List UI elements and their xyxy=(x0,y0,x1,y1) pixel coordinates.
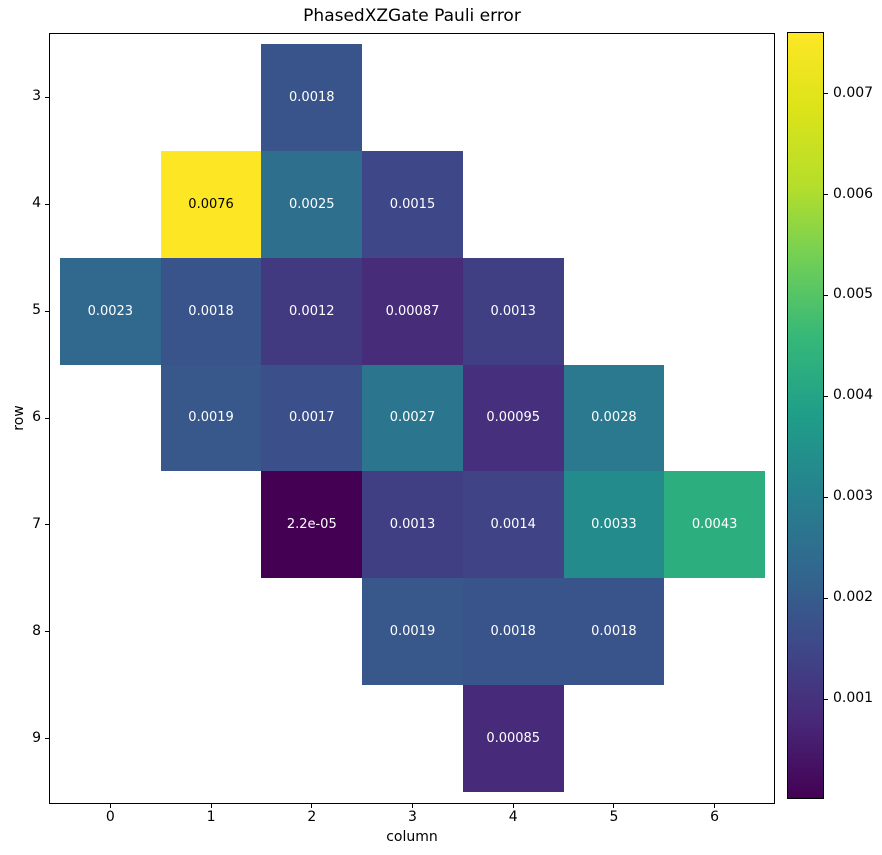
heatmap-cell: 0.00085 xyxy=(462,685,564,792)
colorbar-tick-mark xyxy=(824,294,828,296)
colorbar-tick-label: 0.001 xyxy=(833,690,874,707)
heatmap-cell: 0.0018 xyxy=(563,578,665,686)
x-tick-label: 5 xyxy=(609,809,619,825)
heatmap-cell: 0.0018 xyxy=(160,257,262,365)
x-tick-mark xyxy=(109,804,111,808)
colorbar-tick-label: 0.007 xyxy=(833,84,874,101)
x-tick-label: 2 xyxy=(307,809,317,825)
plot-area: 0.0018 0.0076 0.0025 0.0015 0.0023 0.0018 0.00… xyxy=(49,33,775,804)
y-tick-mark xyxy=(45,631,49,633)
x-tick-mark xyxy=(512,804,514,808)
x-tick-mark xyxy=(311,804,313,808)
heatmap-cell: 0.0018 xyxy=(462,578,564,686)
y-tick-label: 4 xyxy=(32,195,41,212)
heatmap-cell: 0.0076 xyxy=(160,150,262,258)
heatmap-cell: 0.00087 xyxy=(362,257,463,365)
heatmap-cell: 0.0028 xyxy=(563,364,665,472)
heatmap-cell: 0.0015 xyxy=(362,150,463,258)
y-tick-label: 5 xyxy=(32,302,41,319)
colorbar-tick-mark xyxy=(824,395,828,397)
y-tick-label: 6 xyxy=(32,409,41,425)
x-tick-label: 4 xyxy=(508,809,518,825)
heatmap-cell: 0.0017 xyxy=(261,364,363,472)
y-tick-mark xyxy=(45,738,49,740)
y-tick-label: 8 xyxy=(32,622,41,639)
x-axis-label: column xyxy=(386,829,438,845)
colorbar-tick-label: 0.004 xyxy=(833,387,874,404)
x-tick-mark xyxy=(613,804,615,808)
y-tick-mark xyxy=(45,203,49,205)
heatmap-cell: 0.0023 xyxy=(60,257,161,365)
y-tick-label: 9 xyxy=(32,729,41,746)
heatmap-cell: 0.0013 xyxy=(362,471,463,579)
heatmap-cell: 0.0012 xyxy=(261,257,363,365)
heatmap-cell: 0.0019 xyxy=(160,364,262,472)
heatmap-cell: 0.00095 xyxy=(462,364,564,472)
colorbar-tick-label: 0.005 xyxy=(833,286,874,303)
y-tick-label: 3 xyxy=(32,88,41,105)
y-tick-mark xyxy=(45,417,49,419)
x-tick-label: 3 xyxy=(408,809,417,825)
y-tick-mark xyxy=(45,96,49,98)
colorbar-tick-label: 0.003 xyxy=(833,488,874,505)
x-tick-mark xyxy=(714,804,716,808)
heatmap-cell: 0.0027 xyxy=(362,364,463,472)
colorbar-tick-label: 0.002 xyxy=(833,589,874,606)
heatmap-cell: 0.0033 xyxy=(563,471,665,579)
colorbar-tick-mark xyxy=(824,93,828,95)
x-tick-mark xyxy=(210,804,212,808)
heatmap-cell: 0.0018 xyxy=(261,44,363,151)
x-tick-label: 1 xyxy=(206,809,216,825)
x-tick-label: 6 xyxy=(710,809,720,825)
colorbar-tick-label: 0.006 xyxy=(833,185,874,202)
heatmap-cell: 0.0025 xyxy=(261,150,363,258)
colorbar xyxy=(787,32,824,799)
heatmap-cell: 0.0013 xyxy=(462,257,564,365)
chart-title: PhasedXZGate Pauli error xyxy=(303,6,521,26)
colorbar-tick-mark xyxy=(824,496,828,498)
y-tick-label: 7 xyxy=(32,515,41,532)
colorbar-tick-mark xyxy=(824,597,828,599)
colorbar-tick-mark xyxy=(824,194,828,196)
heatmap-cell: 0.0014 xyxy=(462,471,564,579)
heatmap-cell: 2.2e-05 xyxy=(261,471,363,579)
y-tick-mark xyxy=(45,524,49,526)
heatmap-cells-layer: 0.0018 0.0076 0.0025 0.0015 0.0023 0.0018 0.00… xyxy=(50,34,774,803)
x-tick-label: 0 xyxy=(105,809,115,825)
heatmap-cell: 0.0043 xyxy=(664,471,765,579)
colorbar-tick-mark xyxy=(824,698,828,700)
heatmap-cell: 0.0019 xyxy=(362,578,463,686)
y-tick-mark xyxy=(45,310,49,312)
x-tick-mark xyxy=(412,804,413,808)
